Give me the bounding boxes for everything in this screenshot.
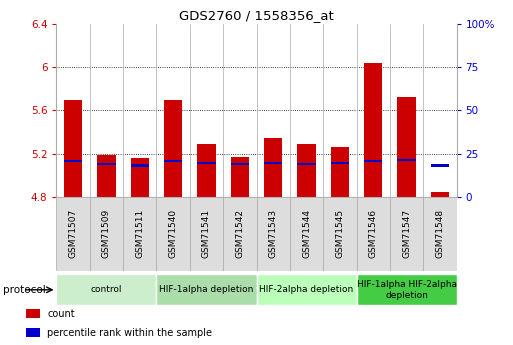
Text: GSM71540: GSM71540 [169, 209, 177, 258]
Bar [231, 163, 249, 166]
Bar [56, 197, 90, 271]
Bar [298, 144, 315, 197]
Text: GSM71546: GSM71546 [369, 209, 378, 258]
Text: GSM71543: GSM71543 [269, 209, 278, 258]
Bar [198, 144, 215, 197]
Bar [26, 309, 40, 318]
Bar [64, 160, 82, 162]
Bar [331, 162, 349, 165]
Text: control: control [91, 285, 122, 294]
Bar [398, 98, 416, 197]
Text: HIF-2alpha depletion: HIF-2alpha depletion [260, 285, 353, 294]
Bar [97, 163, 115, 166]
Bar [131, 164, 149, 167]
Bar [364, 63, 382, 197]
Bar [231, 157, 249, 197]
Bar [223, 197, 256, 271]
Text: percentile rank within the sample: percentile rank within the sample [47, 328, 212, 338]
Bar [264, 162, 282, 165]
Bar [357, 274, 457, 305]
Bar [390, 197, 423, 271]
Text: GSM71541: GSM71541 [202, 209, 211, 258]
Bar [26, 328, 40, 337]
Bar [164, 100, 182, 197]
Text: GSM71511: GSM71511 [135, 209, 144, 258]
Bar [131, 158, 149, 197]
Bar [431, 164, 449, 167]
Bar [364, 160, 382, 162]
Bar [97, 155, 115, 197]
Text: GSM71547: GSM71547 [402, 209, 411, 258]
Bar [290, 197, 323, 271]
Text: HIF-1alpha depletion: HIF-1alpha depletion [160, 285, 253, 294]
Bar [198, 162, 215, 165]
Bar [264, 138, 282, 197]
Bar [256, 274, 357, 305]
Bar [323, 197, 357, 271]
Text: GSM71542: GSM71542 [235, 209, 244, 258]
Bar [423, 197, 457, 271]
Bar [357, 197, 390, 271]
Bar [56, 274, 156, 305]
Text: count: count [47, 309, 75, 319]
Text: protocol: protocol [3, 285, 45, 295]
Bar [64, 100, 82, 197]
Bar [298, 163, 315, 166]
Bar [431, 192, 449, 197]
Bar [256, 197, 290, 271]
Bar [90, 197, 123, 271]
Bar [123, 197, 156, 271]
Bar [190, 197, 223, 271]
Text: GSM71548: GSM71548 [436, 209, 444, 258]
Title: GDS2760 / 1558356_at: GDS2760 / 1558356_at [179, 9, 334, 22]
Text: GSM71544: GSM71544 [302, 209, 311, 258]
Bar [156, 197, 190, 271]
Text: GSM71507: GSM71507 [69, 209, 77, 258]
Text: GSM71509: GSM71509 [102, 209, 111, 258]
Bar [156, 274, 256, 305]
Text: GSM71545: GSM71545 [336, 209, 344, 258]
Bar [331, 147, 349, 197]
Bar [398, 159, 416, 161]
Text: HIF-1alpha HIF-2alpha
depletion: HIF-1alpha HIF-2alpha depletion [357, 280, 457, 299]
Bar [164, 160, 182, 162]
